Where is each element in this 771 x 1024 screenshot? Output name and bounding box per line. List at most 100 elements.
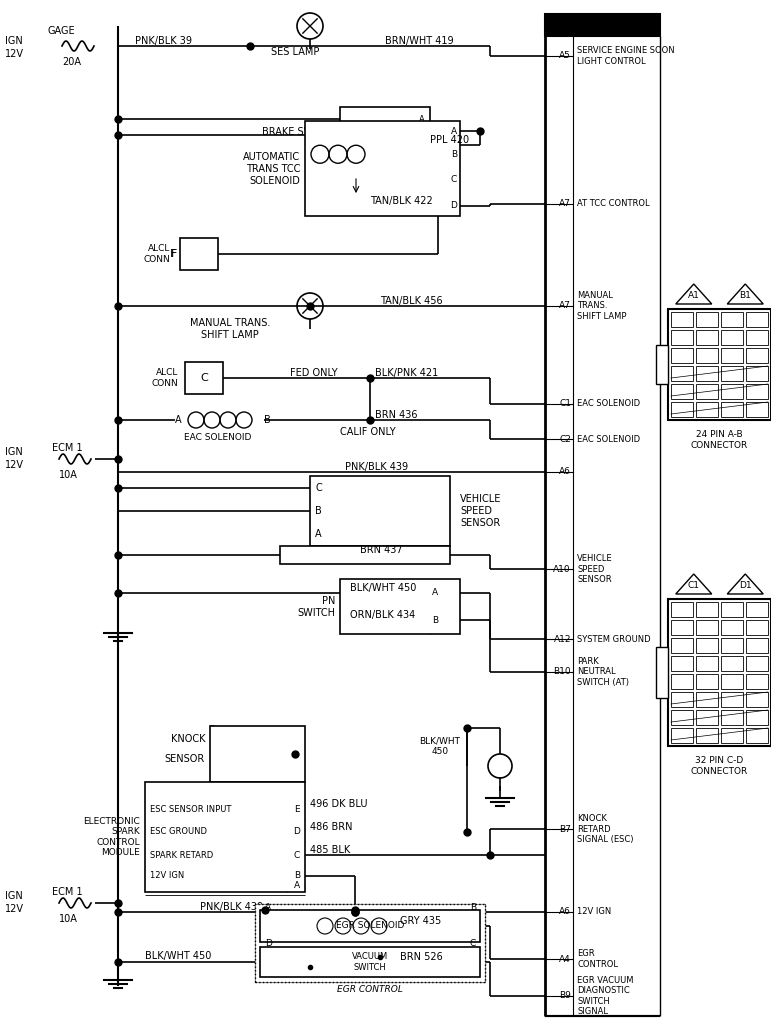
Bar	[696, 402, 718, 417]
Text: 496 DK BLU: 496 DK BLU	[310, 799, 368, 809]
Bar	[671, 638, 693, 653]
Text: A6: A6	[559, 907, 571, 916]
Text: EGR CONTROL: EGR CONTROL	[337, 985, 403, 994]
Text: 12V: 12V	[5, 460, 24, 470]
Text: 10A: 10A	[59, 470, 77, 480]
Bar	[746, 330, 768, 345]
Bar	[668, 309, 771, 420]
Text: 20A: 20A	[62, 57, 82, 67]
Bar	[671, 402, 693, 417]
Text: 486 BRN: 486 BRN	[310, 822, 352, 831]
Bar	[671, 674, 693, 689]
Text: D: D	[293, 827, 300, 837]
Bar	[721, 312, 743, 327]
Bar	[696, 348, 718, 362]
Bar	[545, 14, 660, 36]
Bar	[696, 638, 718, 653]
Text: A: A	[294, 881, 300, 890]
Bar	[671, 366, 693, 381]
Bar	[260, 947, 480, 977]
Bar	[721, 366, 743, 381]
Bar	[696, 330, 718, 345]
Bar	[721, 674, 743, 689]
Text: GAGE: GAGE	[48, 26, 76, 36]
Bar	[671, 620, 693, 635]
Bar	[255, 904, 485, 982]
Text: B9: B9	[559, 991, 571, 1000]
Bar	[696, 674, 718, 689]
Text: PNK/BLK 39: PNK/BLK 39	[135, 36, 192, 46]
Text: BLK/PNK 421: BLK/PNK 421	[375, 368, 438, 378]
Text: TAN/BLK 422: TAN/BLK 422	[370, 196, 433, 206]
Bar	[696, 312, 718, 327]
Bar	[696, 710, 718, 725]
Text: KNOCK
RETARD
SIGNAL (ESC): KNOCK RETARD SIGNAL (ESC)	[577, 814, 634, 844]
Text: 485 BLK: 485 BLK	[310, 845, 350, 855]
Text: A: A	[175, 415, 182, 425]
Text: 12V: 12V	[5, 904, 24, 914]
Text: PPL 420: PPL 420	[430, 135, 469, 145]
Text: C1: C1	[688, 582, 700, 591]
Text: B: B	[432, 615, 438, 625]
Bar	[746, 366, 768, 381]
Text: C: C	[451, 175, 457, 184]
Text: BLK/WHT
450: BLK/WHT 450	[419, 736, 460, 756]
Text: B1: B1	[739, 292, 751, 300]
Text: MANUAL TRANS.
SHIFT LAMP: MANUAL TRANS. SHIFT LAMP	[190, 318, 270, 340]
Text: SES LAMP: SES LAMP	[271, 47, 319, 57]
Text: ECM 1: ECM 1	[52, 443, 82, 453]
Text: CALIF ONLY: CALIF ONLY	[340, 427, 396, 437]
Bar	[721, 402, 743, 417]
Text: AUTOMATIC
TRANS TCC
SOLENOID: AUTOMATIC TRANS TCC SOLENOID	[243, 153, 300, 185]
Bar	[746, 638, 768, 653]
Text: EGR
CONTROL: EGR CONTROL	[577, 949, 618, 969]
Text: ECM: ECM	[586, 18, 619, 32]
Text: ORN/BLK 434: ORN/BLK 434	[350, 610, 416, 621]
Text: C2: C2	[559, 434, 571, 443]
Text: ECM 1: ECM 1	[52, 887, 82, 897]
Text: EAC SOLENOID: EAC SOLENOID	[577, 399, 640, 409]
Text: SYSTEM GROUND: SYSTEM GROUND	[577, 635, 651, 643]
Bar	[721, 638, 743, 653]
Text: A10: A10	[554, 564, 571, 573]
Bar	[656, 647, 668, 698]
Text: VEHICLE
SPEED
SENSOR: VEHICLE SPEED SENSOR	[460, 495, 501, 527]
Text: PN
SWITCH: PN SWITCH	[297, 596, 335, 617]
Bar	[721, 384, 743, 399]
Text: E: E	[295, 805, 300, 813]
Text: EAC SOLENOID: EAC SOLENOID	[577, 434, 640, 443]
Bar	[180, 238, 218, 270]
Text: TAN/BLK 456: TAN/BLK 456	[380, 296, 443, 306]
Text: 10A: 10A	[59, 914, 77, 924]
Text: EGR SOLENOID: EGR SOLENOID	[336, 922, 404, 931]
Text: BRN/WHT 419: BRN/WHT 419	[385, 36, 453, 46]
Text: IGN: IGN	[5, 36, 23, 46]
Text: C: C	[315, 483, 322, 493]
Bar	[671, 656, 693, 671]
Bar	[721, 728, 743, 743]
Text: 12V IGN: 12V IGN	[150, 871, 184, 881]
Text: MANUAL
TRANS.
SHIFT LAMP: MANUAL TRANS. SHIFT LAMP	[577, 291, 627, 321]
Bar	[305, 121, 460, 216]
Bar	[746, 674, 768, 689]
Text: AT TCC CONTROL: AT TCC CONTROL	[577, 200, 650, 209]
Text: 24 PIN A-B
CONNECTOR: 24 PIN A-B CONNECTOR	[691, 430, 748, 450]
Text: BRN 526: BRN 526	[400, 952, 443, 962]
Bar	[721, 348, 743, 362]
Bar	[280, 546, 450, 564]
Bar	[721, 602, 743, 617]
Text: C: C	[294, 851, 300, 859]
Text: F: F	[171, 249, 177, 259]
Text: KNOCK: KNOCK	[170, 734, 205, 744]
Text: PARK
NEUTRAL
SWITCH (AT): PARK NEUTRAL SWITCH (AT)	[577, 657, 629, 687]
Text: C: C	[200, 373, 208, 383]
Text: EAC SOLENOID: EAC SOLENOID	[184, 433, 251, 442]
Bar	[671, 602, 693, 617]
Text: D1: D1	[739, 582, 752, 591]
Bar	[696, 384, 718, 399]
Bar	[210, 726, 305, 782]
Text: B: B	[294, 871, 300, 881]
Bar	[671, 692, 693, 707]
Text: A12: A12	[554, 635, 571, 643]
Text: ESC SENSOR INPUT: ESC SENSOR INPUT	[150, 805, 231, 813]
